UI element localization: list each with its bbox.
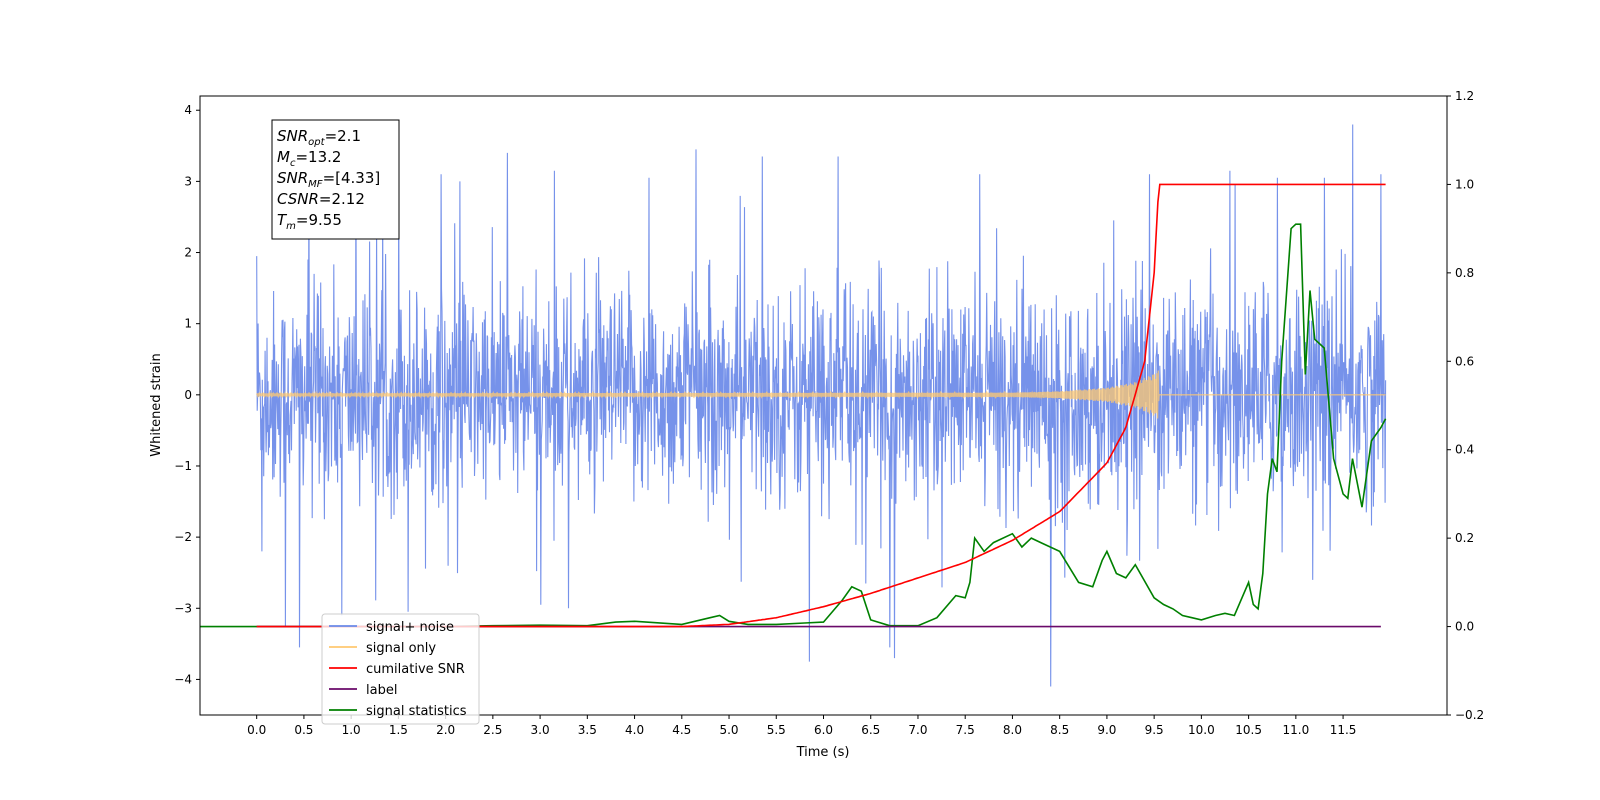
x-tick-label: 2.5 bbox=[483, 723, 502, 737]
annotation-symbol: SNR bbox=[277, 169, 308, 187]
y-axis-title: Whitened strain bbox=[149, 353, 164, 456]
annotation-frame bbox=[271, 119, 400, 240]
annotation-symbol: M bbox=[277, 148, 290, 166]
annotation-box: SNRopt=2.1Mc=13.2SNRMF=[4.33]CSNR=2.12Tm… bbox=[271, 119, 400, 240]
y-tick-label: 1 bbox=[184, 317, 192, 331]
annotation-subscript: opt bbox=[308, 137, 325, 148]
y-axis-right: −0.2 0.0 0.2 0.4 0.6 0.8 1.0 1.2 bbox=[1447, 89, 1484, 722]
annotation-line: Mc=13.2 bbox=[277, 148, 341, 169]
series-signal-noise-line bbox=[256, 124, 1387, 687]
x-tick-label: 11.0 bbox=[1282, 723, 1309, 737]
legend-label: signal statistics bbox=[366, 704, 467, 719]
x-tick-label: 8.5 bbox=[1050, 723, 1069, 737]
annotation-subscript: c bbox=[290, 158, 296, 169]
annotation-line: SNRopt=2.1 bbox=[277, 127, 361, 148]
annotation-symbol: CSNR bbox=[277, 190, 319, 208]
annotation-lines: SNRopt=2.1Mc=13.2SNRMF=[4.33]CSNR=2.12Tm… bbox=[277, 127, 380, 232]
annotation-line: CSNR=2.12 bbox=[277, 190, 365, 208]
series-signal-only-line bbox=[256, 370, 1386, 419]
x-tick-label: 4.0 bbox=[625, 723, 644, 737]
y-tick-label: −2 bbox=[174, 530, 192, 544]
y-tick-label: 3 bbox=[184, 174, 192, 188]
x-tick-label: 3.5 bbox=[578, 723, 597, 737]
x-tick-label: 10.5 bbox=[1235, 723, 1262, 737]
x-tick-label: 0.0 bbox=[247, 723, 266, 737]
y2-tick-label: 0.2 bbox=[1455, 531, 1474, 545]
y2-tick-label: −0.2 bbox=[1455, 708, 1484, 722]
annotation-symbol: T bbox=[277, 211, 288, 229]
legend-label: signal only bbox=[366, 641, 436, 656]
y-tick-label: −3 bbox=[174, 601, 192, 615]
x-tick-label: 9.5 bbox=[1145, 723, 1164, 737]
y2-tick-label: 1.0 bbox=[1455, 177, 1474, 191]
legend-label: cumilative SNR bbox=[366, 662, 465, 677]
y2-tick-label: 0.6 bbox=[1455, 354, 1474, 368]
y2-tick-label: 1.2 bbox=[1455, 89, 1474, 103]
y-tick-label: −4 bbox=[174, 672, 192, 686]
x-axis-title: Time (s) bbox=[796, 745, 850, 760]
x-tick-label: 4.5 bbox=[672, 723, 691, 737]
x-tick-label: 5.5 bbox=[767, 723, 786, 737]
legend-items: signal+ noise signal only cumilative SNR la… bbox=[329, 620, 467, 719]
x-tick-label: 0.5 bbox=[294, 723, 313, 737]
x-axis: 0.0 0.5 1.0 1.5 2.0 2.5 3.0 3.5 4.0 4.5 5.0 5.5 6.0 6… bbox=[247, 715, 1356, 737]
x-tick-label: 7.0 bbox=[908, 723, 927, 737]
series-signal-statistics-line bbox=[200, 223, 1387, 628]
x-tick-label: 7.5 bbox=[956, 723, 975, 737]
y-tick-label: 2 bbox=[184, 246, 192, 260]
annotation-value: =[4.33] bbox=[323, 169, 381, 187]
x-tick-label: 3.0 bbox=[531, 723, 550, 737]
y-tick-label: −1 bbox=[174, 459, 192, 473]
legend-frame bbox=[321, 613, 480, 725]
annotation-line: Tm=9.55 bbox=[277, 211, 342, 232]
annotation-symbol: SNR bbox=[277, 127, 308, 145]
x-tick-label: 9.0 bbox=[1097, 723, 1116, 737]
x-tick-label: 6.5 bbox=[861, 723, 880, 737]
x-tick-label: 5.0 bbox=[719, 723, 738, 737]
x-tick-label: 10.0 bbox=[1188, 723, 1215, 737]
x-tick-label: 6.0 bbox=[814, 723, 833, 737]
x-tick-label: 1.5 bbox=[389, 723, 408, 737]
x-tick-label: 2.0 bbox=[436, 723, 455, 737]
annotation-subscript: m bbox=[286, 221, 296, 232]
y-tick-label: 0 bbox=[184, 388, 192, 402]
x-tick-label: 1.0 bbox=[342, 723, 361, 737]
annotation-value: =9.55 bbox=[296, 211, 342, 229]
legend: signal+ noise signal only cumilative SNR la… bbox=[321, 613, 480, 725]
x-tick-label: 8.0 bbox=[1003, 723, 1022, 737]
y2-tick-label: 0.8 bbox=[1455, 266, 1474, 280]
y2-tick-label: 0.4 bbox=[1455, 443, 1474, 457]
y-axis-left: −4 −3 −2 −1 0 1 2 3 4 bbox=[174, 103, 200, 686]
annotation-subscript: MF bbox=[308, 179, 323, 190]
annotation-line: SNRMF=[4.33] bbox=[277, 169, 380, 190]
annotation-value: =13.2 bbox=[295, 148, 341, 166]
annotation-value: =2.1 bbox=[325, 127, 361, 145]
y2-tick-label: 0.0 bbox=[1455, 620, 1474, 634]
legend-label: label bbox=[366, 683, 397, 698]
y-tick-label: 4 bbox=[184, 103, 192, 117]
legend-label: signal+ noise bbox=[366, 620, 454, 635]
annotation-value: =2.12 bbox=[319, 190, 365, 208]
x-tick-label: 11.5 bbox=[1330, 723, 1357, 737]
